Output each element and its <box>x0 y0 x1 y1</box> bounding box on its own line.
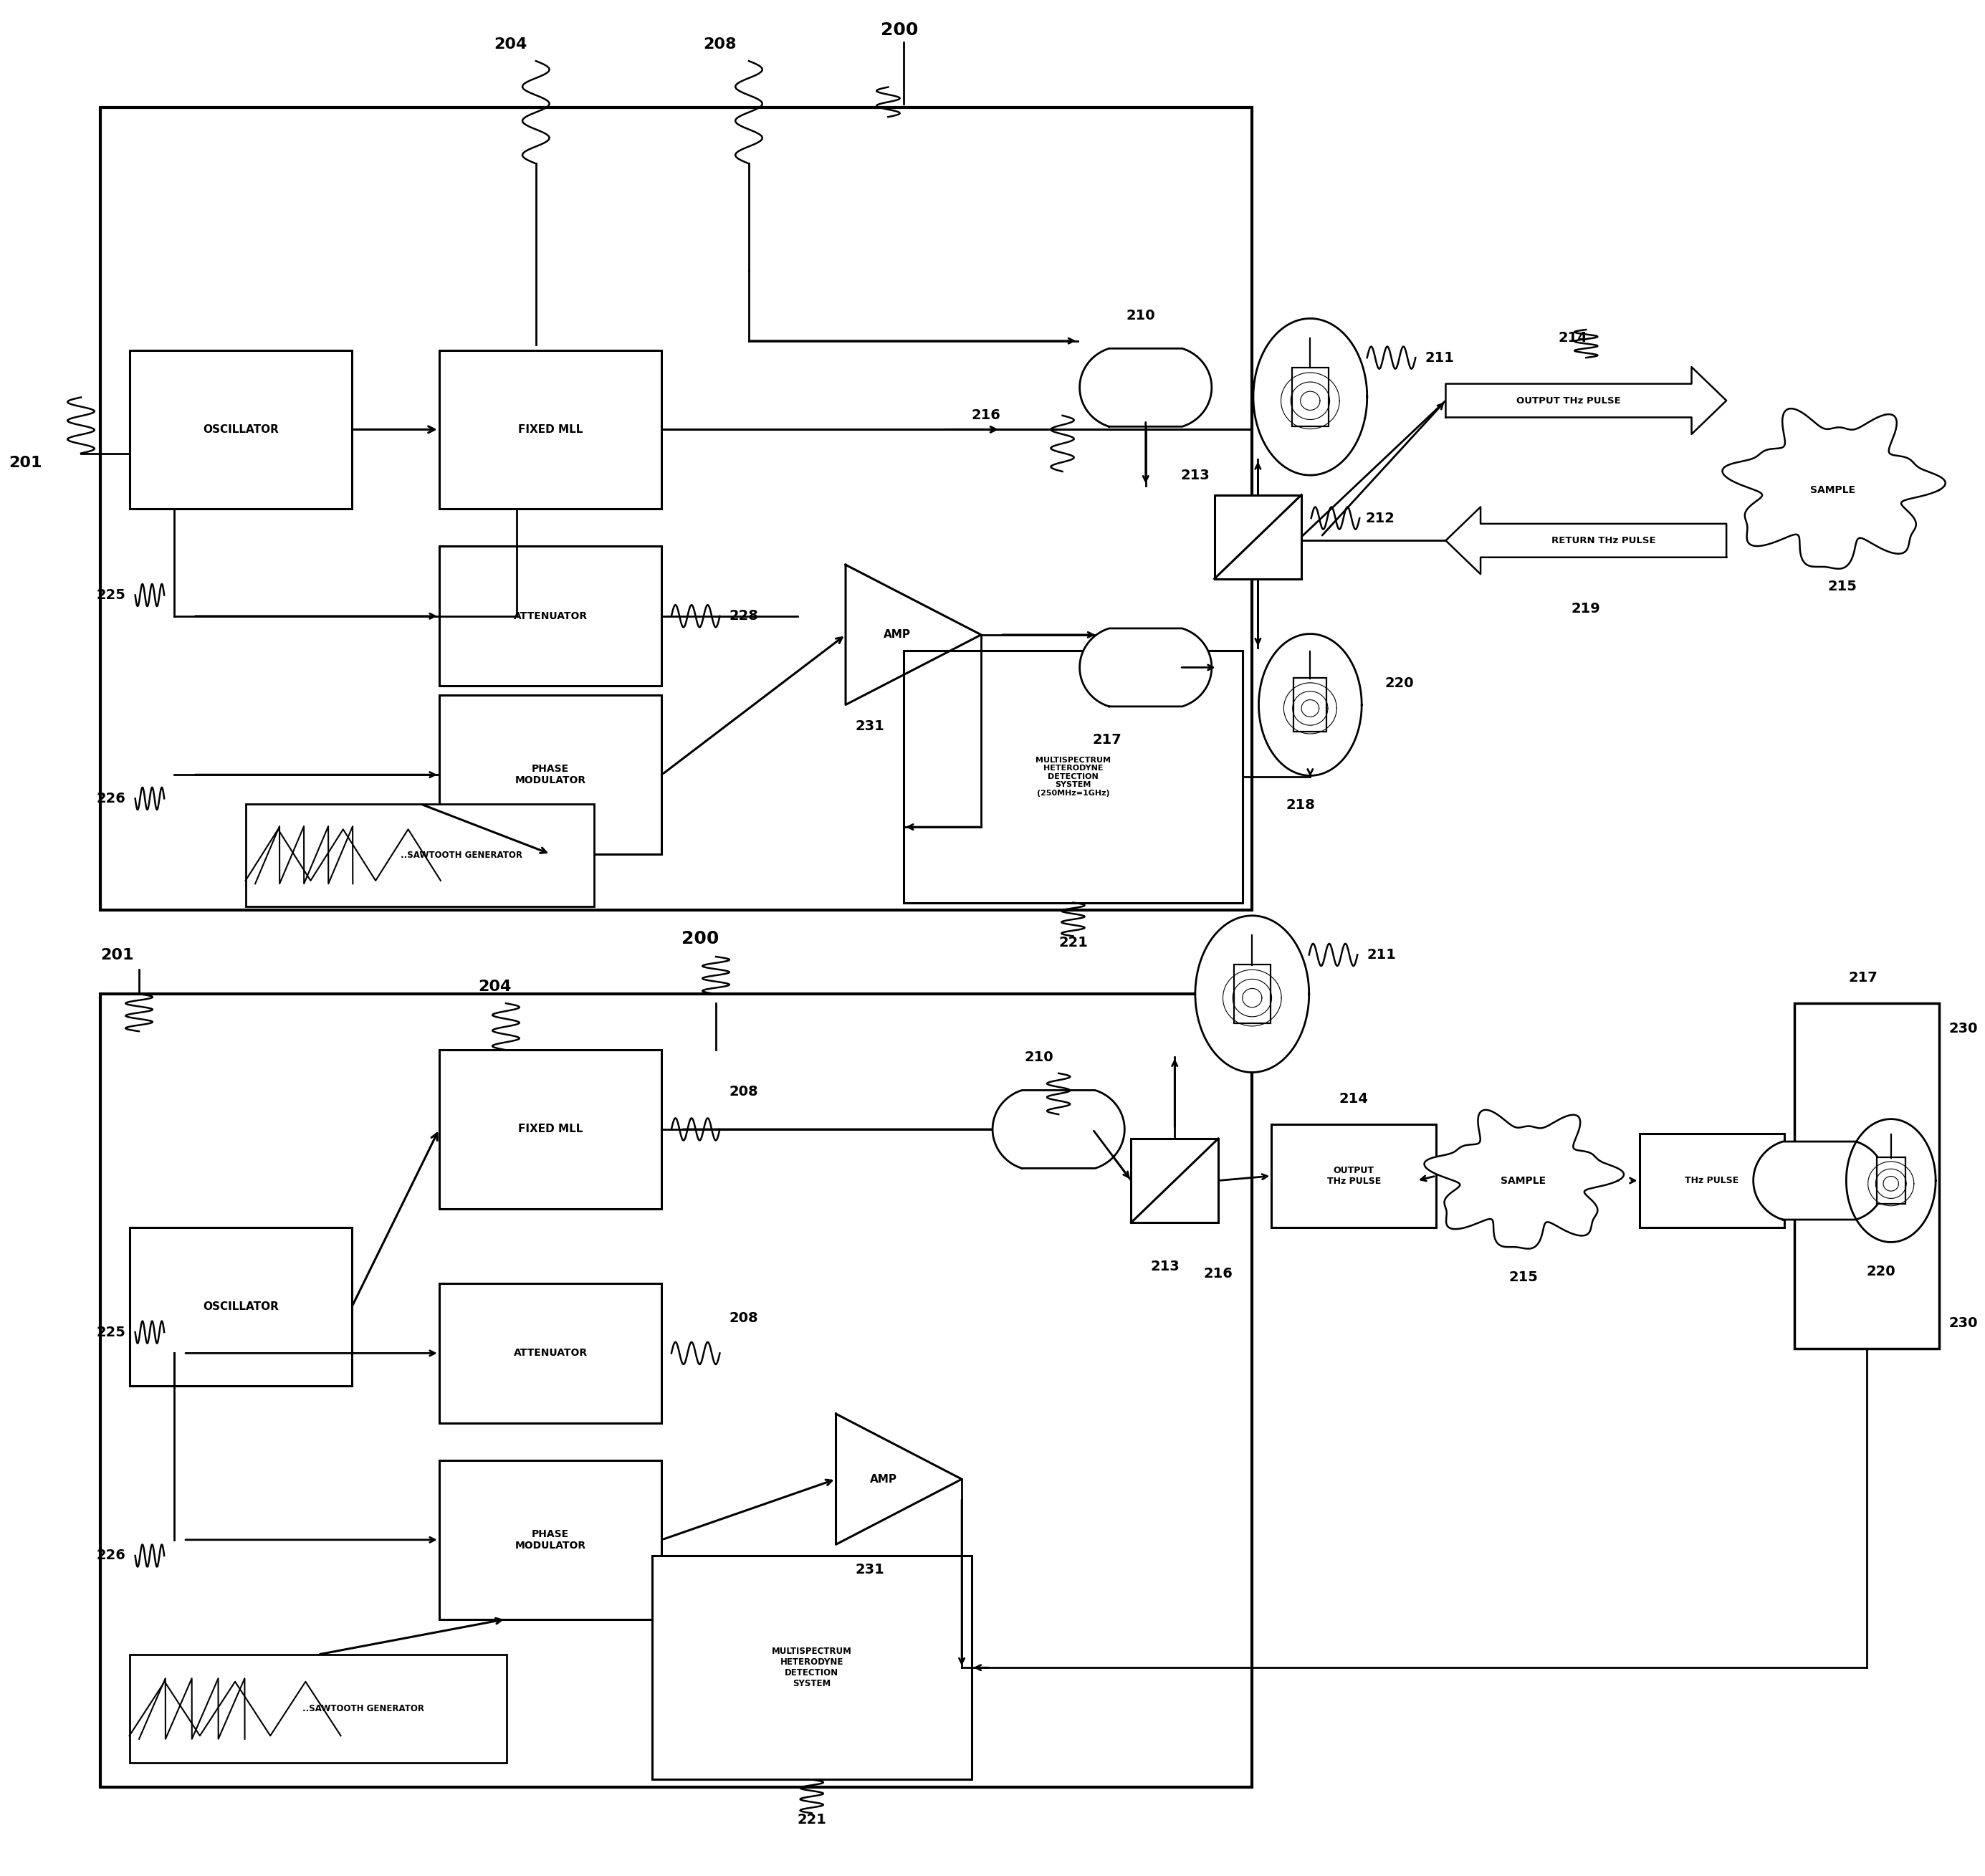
FancyBboxPatch shape <box>439 1051 661 1208</box>
FancyBboxPatch shape <box>129 351 351 508</box>
Text: 213: 213 <box>1151 1261 1179 1274</box>
Text: OUTPUT
THz PULSE: OUTPUT THz PULSE <box>1326 1165 1382 1186</box>
Text: 204: 204 <box>494 38 528 53</box>
Text: PHASE
MODULATOR: PHASE MODULATOR <box>514 764 586 786</box>
Polygon shape <box>1253 319 1368 475</box>
Text: 230: 230 <box>1949 1317 1977 1330</box>
Text: 208: 208 <box>728 1311 758 1324</box>
Text: PHASE
MODULATOR: PHASE MODULATOR <box>514 1529 586 1551</box>
Text: 221: 221 <box>1058 936 1088 949</box>
Polygon shape <box>836 1415 963 1544</box>
FancyBboxPatch shape <box>1640 1133 1785 1227</box>
Text: AMP: AMP <box>869 1475 897 1484</box>
FancyBboxPatch shape <box>101 994 1253 1788</box>
Text: 216: 216 <box>971 409 1000 422</box>
Text: FIXED MLL: FIXED MLL <box>518 424 584 435</box>
FancyBboxPatch shape <box>439 1461 661 1619</box>
Polygon shape <box>1445 368 1727 433</box>
Polygon shape <box>1080 349 1211 426</box>
FancyBboxPatch shape <box>101 107 1253 910</box>
Polygon shape <box>1445 507 1727 574</box>
Text: 230: 230 <box>1949 1022 1977 1036</box>
Text: THz PULSE: THz PULSE <box>1685 1176 1739 1186</box>
FancyBboxPatch shape <box>1131 1139 1219 1223</box>
FancyBboxPatch shape <box>1272 1124 1435 1227</box>
Text: 225: 225 <box>95 589 125 602</box>
FancyBboxPatch shape <box>1235 964 1270 1024</box>
Polygon shape <box>1723 409 1945 568</box>
Text: 211: 211 <box>1368 947 1395 962</box>
Text: AMP: AMP <box>883 628 911 640</box>
Text: 218: 218 <box>1286 797 1316 812</box>
FancyBboxPatch shape <box>439 351 661 508</box>
Polygon shape <box>846 565 981 705</box>
Text: 211: 211 <box>1425 351 1455 364</box>
Text: 231: 231 <box>856 1563 885 1576</box>
Text: 225: 225 <box>95 1326 125 1339</box>
FancyBboxPatch shape <box>903 651 1243 902</box>
Text: 231: 231 <box>856 720 885 734</box>
FancyBboxPatch shape <box>651 1555 971 1780</box>
Polygon shape <box>1080 628 1211 707</box>
Text: OSCILLATOR: OSCILLATOR <box>202 1302 278 1311</box>
Text: ATTENUATOR: ATTENUATOR <box>514 1349 588 1358</box>
Text: 200: 200 <box>881 21 919 39</box>
Text: 210: 210 <box>1125 308 1155 323</box>
FancyBboxPatch shape <box>129 1227 351 1386</box>
Text: 201: 201 <box>101 947 133 962</box>
Text: SAMPLE: SAMPLE <box>1810 486 1856 495</box>
FancyBboxPatch shape <box>1215 495 1302 580</box>
Text: ATTENUATOR: ATTENUATOR <box>514 612 588 621</box>
Polygon shape <box>1195 915 1308 1073</box>
FancyBboxPatch shape <box>1794 1004 1939 1349</box>
Polygon shape <box>1258 634 1362 775</box>
Text: ..SAWTOOTH GENERATOR: ..SAWTOOTH GENERATOR <box>302 1703 425 1713</box>
FancyBboxPatch shape <box>129 1655 506 1763</box>
FancyBboxPatch shape <box>1294 677 1326 732</box>
FancyBboxPatch shape <box>439 696 661 854</box>
Text: 226: 226 <box>95 1550 125 1563</box>
Text: 219: 219 <box>1572 602 1600 615</box>
FancyBboxPatch shape <box>439 1283 661 1424</box>
Text: 220: 220 <box>1866 1264 1896 1278</box>
Polygon shape <box>1753 1141 1886 1219</box>
Text: MULTISPECTRUM
HETERODYNE
DETECTION
SYSTEM
(250MHz=1GHz): MULTISPECTRUM HETERODYNE DETECTION SYSTE… <box>1036 756 1112 797</box>
Text: 208: 208 <box>728 1084 758 1099</box>
Text: 226: 226 <box>95 792 125 805</box>
Text: RETURN THz PULSE: RETURN THz PULSE <box>1552 537 1655 546</box>
Text: 217: 217 <box>1092 734 1122 747</box>
Text: 215: 215 <box>1509 1270 1538 1283</box>
Text: 214: 214 <box>1558 330 1588 345</box>
Text: OSCILLATOR: OSCILLATOR <box>202 424 278 435</box>
FancyBboxPatch shape <box>246 803 594 906</box>
Text: ..SAWTOOTH GENERATOR: ..SAWTOOTH GENERATOR <box>401 850 522 859</box>
Text: 214: 214 <box>1340 1092 1368 1107</box>
Text: 215: 215 <box>1828 580 1858 593</box>
Text: 217: 217 <box>1848 972 1878 985</box>
Text: 208: 208 <box>703 38 736 53</box>
Text: 216: 216 <box>1203 1266 1233 1281</box>
Text: SAMPLE: SAMPLE <box>1501 1176 1546 1186</box>
Text: 212: 212 <box>1366 512 1395 525</box>
Text: 220: 220 <box>1386 677 1413 690</box>
Text: 210: 210 <box>1024 1051 1054 1064</box>
Text: 221: 221 <box>798 1814 826 1827</box>
Text: OUTPUT THz PULSE: OUTPUT THz PULSE <box>1517 396 1622 405</box>
Text: 204: 204 <box>478 979 512 994</box>
FancyBboxPatch shape <box>1876 1157 1906 1204</box>
Polygon shape <box>992 1090 1125 1169</box>
Text: 200: 200 <box>681 930 719 947</box>
Text: FIXED MLL: FIXED MLL <box>518 1124 584 1135</box>
Text: MULTISPECTRUM
HETERODYNE
DETECTION
SYSTEM: MULTISPECTRUM HETERODYNE DETECTION SYSTE… <box>772 1647 852 1688</box>
Polygon shape <box>1423 1111 1624 1249</box>
Text: 213: 213 <box>1181 469 1209 482</box>
Text: 201: 201 <box>10 456 42 469</box>
FancyBboxPatch shape <box>439 546 661 687</box>
Text: 228: 228 <box>728 610 758 623</box>
Polygon shape <box>1846 1118 1935 1242</box>
FancyBboxPatch shape <box>1292 368 1328 426</box>
